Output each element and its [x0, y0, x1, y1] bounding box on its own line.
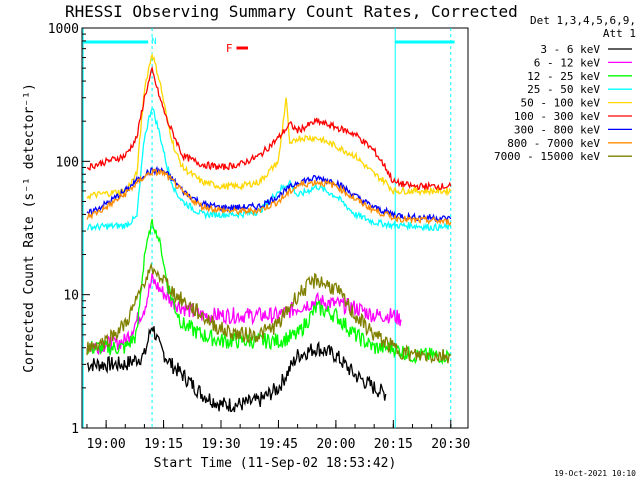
y-tick-label: 10 [63, 289, 79, 304]
legend-label: 25 - 50 keV [527, 83, 600, 96]
x-axis-label: Start Time (11-Sep-02 18:53:42) [154, 456, 397, 471]
footer-date: 19-Oct-2021 10:10 [554, 469, 636, 478]
x-tick-label: 19:45 [259, 437, 298, 452]
legend-label: 100 - 300 keV [514, 110, 600, 123]
y-tick-label: 1000 [48, 22, 79, 37]
legend-label: 300 - 800 keV [514, 123, 600, 136]
series-line-7 [86, 167, 452, 226]
x-tick-label: 19:30 [201, 437, 240, 452]
series-line-8 [86, 262, 452, 364]
series-line-2 [86, 218, 451, 366]
series-layer [86, 52, 452, 413]
series-line-6 [86, 165, 452, 223]
x-axis: 19:00 19:15 19:30 19:45 20:00 20:15 20:30 [86, 420, 470, 452]
series-line-5 [86, 65, 452, 191]
series-line-4 [86, 52, 452, 201]
y-tick-label: 100 [56, 155, 79, 170]
chart-title: RHESSI Observing Summary Count Rates, Co… [65, 2, 518, 21]
legend-label: 50 - 100 keV [521, 97, 601, 110]
flare-label: F [226, 42, 233, 55]
plot-frame [81, 27, 469, 429]
night-label: N [151, 37, 156, 47]
detector-info: Det 1,3,4,5,6,9,Att 1 [530, 14, 636, 40]
legend-label: 6 - 12 keV [534, 56, 601, 69]
x-tick-label: 19:00 [87, 437, 126, 452]
detector-info-line: Att 1 [603, 27, 636, 40]
legend-label: 800 - 7000 keV [507, 137, 600, 150]
y-axis: 1 10 100 1000 [48, 22, 90, 437]
legend-label: 3 - 6 keV [540, 43, 600, 56]
legend-label: 12 - 25 keV [527, 70, 600, 83]
legend-label: 7000 - 15000 keV [494, 150, 600, 163]
x-tick-label: 20:30 [431, 437, 470, 452]
y-axis-label: Corrected Count Rate (s⁻¹ detector⁻¹) [22, 83, 37, 373]
y-tick-label: 1 [71, 422, 79, 437]
series-line-0 [86, 326, 387, 413]
x-tick-label: 19:15 [144, 437, 183, 452]
x-tick-label: 20:00 [316, 437, 355, 452]
x-tick-label: 20:15 [374, 437, 413, 452]
detector-info-line: Det 1,3,4,5,6,9, [530, 14, 636, 27]
